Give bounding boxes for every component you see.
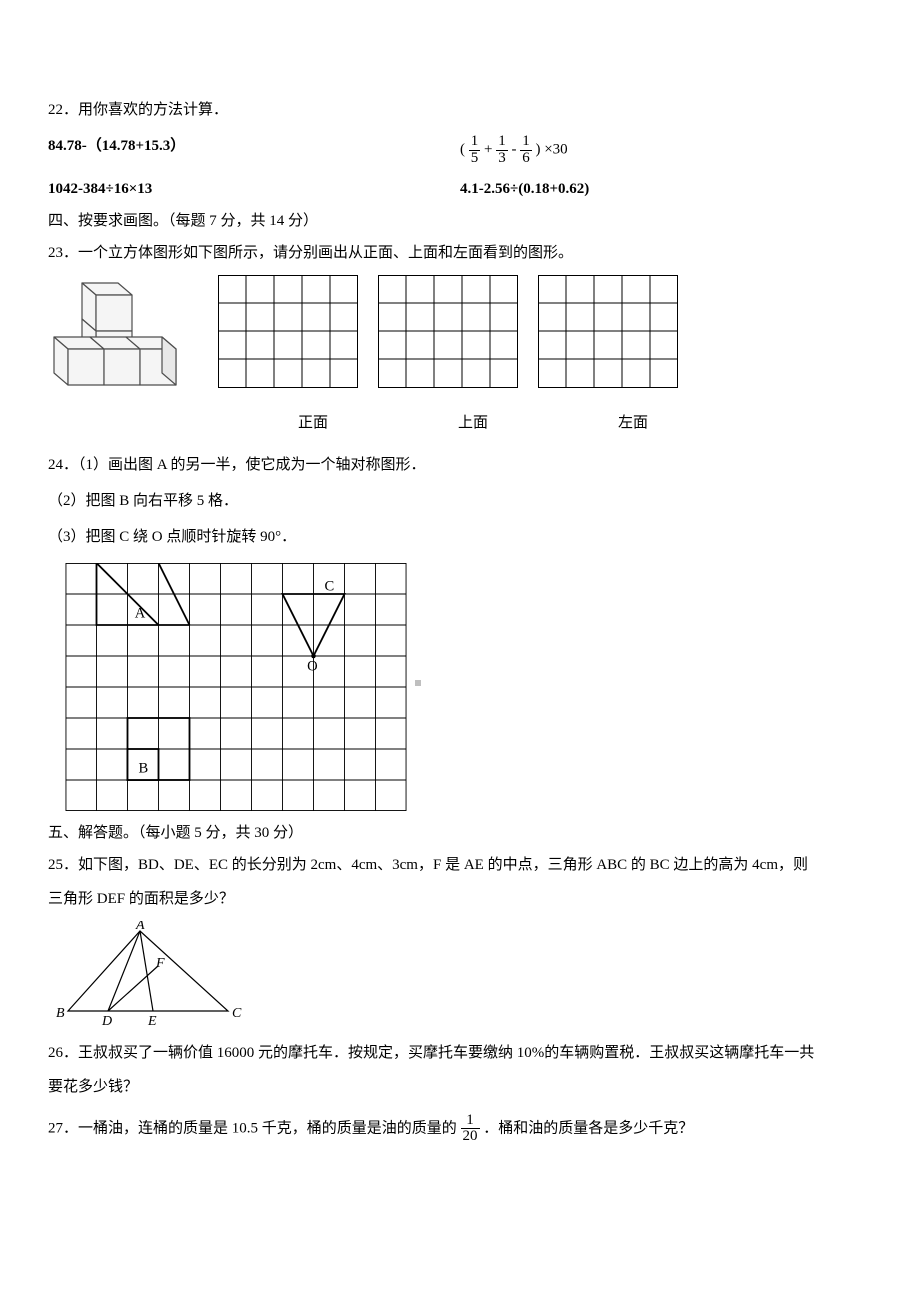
svg-text:C: C: [232, 1006, 242, 1021]
label-B: B: [138, 760, 148, 776]
q22-expr2a-close: ) ×30: [535, 142, 567, 158]
q22-frac2: 13: [496, 134, 508, 167]
q22-frac1: 15: [469, 134, 481, 167]
section4-heading: 四、按要求画图。（每题 7 分，共 14 分）: [48, 209, 872, 233]
label-C: C: [324, 578, 334, 594]
document-page: 22．用你喜欢的方法计算． 84.78-（14.78+15.3） ( 15 + …: [0, 0, 920, 1193]
label-A: A: [135, 605, 146, 621]
svg-text:B: B: [56, 1006, 65, 1021]
q27-suffix: ．桶和油的质量各是多少千克？: [483, 1120, 693, 1136]
q27-prefix: 27．一桶油，连桶的质量是 10.5 千克，桶的质量是油的质量的: [48, 1120, 461, 1136]
svg-text:A: A: [135, 921, 145, 933]
watermark-dot: [415, 680, 421, 686]
grid-top: [378, 275, 518, 389]
svg-text:E: E: [147, 1014, 157, 1029]
grid-front: [218, 275, 358, 389]
q25-triangle: A B C D E F: [48, 921, 248, 1031]
label-front: 正面: [233, 411, 393, 435]
q22-expr-1b: 1042-384÷16×13: [48, 177, 460, 201]
q22-minus: -: [511, 142, 516, 158]
q22-expr1a-paren: （14.78+15.3）: [87, 138, 186, 154]
q25-prompt-a: 25．如下图，BD、DE、EC 的长分别为 2cm、4cm、3cm，F 是 AE…: [48, 853, 872, 877]
q22-prompt: 22．用你喜欢的方法计算．: [48, 98, 872, 122]
q22-expr-2b: 4.1-2.56÷(0.18+0.62): [460, 177, 872, 201]
q22-expr-2a: ( 15 + 13 - 16 ) ×30: [460, 134, 872, 167]
label-top: 上面: [393, 411, 553, 435]
svg-text:D: D: [101, 1014, 112, 1029]
q22-plus: +: [484, 142, 492, 158]
q24-line1: 24．（1）画出图 A 的另一半，使它成为一个轴对称图形．: [48, 453, 872, 477]
q23-figure-row: [48, 275, 872, 405]
q27-frac: 120: [461, 1113, 480, 1146]
q22-expr1a-prefix: 84.78-: [48, 138, 87, 154]
q22-expr2a-open: (: [460, 142, 465, 158]
section5-heading: 五、解答题。（每小题 5 分，共 30 分）: [48, 821, 872, 845]
q26-text2: 要花多少钱？: [48, 1075, 872, 1099]
label-O: O: [307, 658, 318, 674]
q26-text: 26．王叔叔买了一辆价值 16000 元的摩托车．按规定，买摩托车要缴纳 10%…: [48, 1041, 872, 1065]
svg-text:F: F: [155, 956, 165, 971]
cube-cluster: [48, 275, 198, 405]
q24-line2: （2）把图 B 向右平移 5 格．: [48, 489, 872, 513]
q22-frac3: 16: [520, 134, 532, 167]
label-left: 左面: [553, 411, 713, 435]
q23-view-labels: 正面 上面 左面: [233, 411, 872, 435]
q22-expr-1a: 84.78-（14.78+15.3）: [48, 134, 460, 167]
q24-line3: （3）把图 C 绕 O 点顺时针旋转 90°．: [48, 525, 872, 549]
q24-grid-figure: A C O B: [48, 563, 424, 811]
q25-prompt-b: 三角形 DEF 的面积是多少？: [48, 887, 872, 911]
q27-line: 27．一桶油，连桶的质量是 10.5 千克，桶的质量是油的质量的 120 ．桶和…: [48, 1113, 872, 1146]
q23-prompt: 23．一个立方体图形如下图所示，请分别画出从正面、上面和左面看到的图形。: [48, 241, 872, 265]
grid-left: [538, 275, 678, 389]
